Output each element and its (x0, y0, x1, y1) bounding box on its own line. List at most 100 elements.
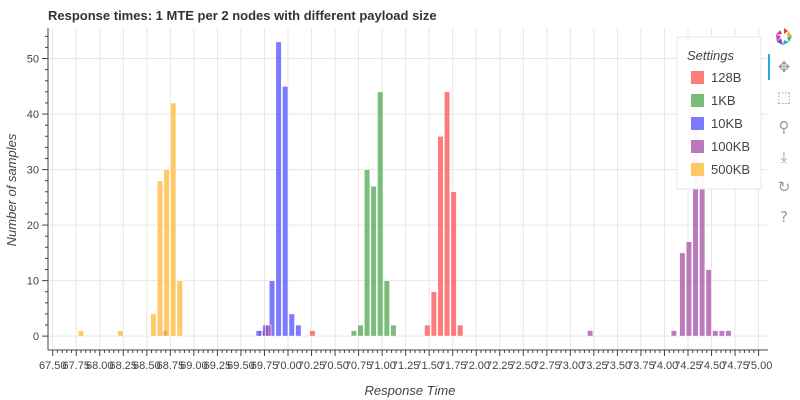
bar-100kb-10 (718, 330, 725, 337)
chart-title: Response times: 1 MTE per 2 nodes with d… (48, 8, 437, 23)
x-tick-label: 67.75 (62, 360, 90, 372)
bar-1kb-0 (350, 330, 357, 337)
bar-500kb-6 (176, 280, 183, 337)
bar-128b-7 (457, 324, 464, 337)
x-tick-label: 68.00 (86, 360, 114, 372)
legend-label-500kb: 500KB (711, 162, 750, 177)
bar-128b-4 (437, 135, 444, 337)
legend-label-1kb: 1KB (711, 93, 736, 108)
bar-100kb-8 (705, 269, 712, 337)
x-tick-label: 75.00 (745, 360, 773, 372)
bar-128b-2 (424, 324, 431, 337)
x-tick-label: 74.50 (698, 360, 726, 372)
bar-128b-5 (443, 91, 451, 337)
bar-100kb-5 (685, 241, 693, 337)
x-tick-label: 74.25 (674, 360, 702, 372)
x-tick-label: 69.00 (180, 360, 208, 372)
bar-10kb-5 (288, 313, 295, 337)
bar-1kb-1 (357, 324, 364, 337)
x-tick-label: 71.25 (392, 360, 420, 372)
histogram-bars (77, 41, 732, 337)
x-tick-label: 71.50 (415, 360, 443, 372)
x-tick-label: 69.50 (227, 360, 255, 372)
bar-500kb-5 (170, 102, 177, 337)
x-tick-label: 73.75 (627, 360, 655, 372)
x-tick-label: 73.50 (604, 360, 632, 372)
bar-128b-6 (450, 191, 457, 337)
x-tick-label: 72.50 (510, 360, 538, 372)
x-tick-label: 70.00 (274, 360, 302, 372)
bar-100kb-7 (699, 169, 706, 337)
x-tick-label: 71.00 (368, 360, 396, 372)
legend-label-128b: 128B (711, 70, 741, 85)
x-tick-label: 70.25 (298, 360, 326, 372)
y-tick-label: 50 (27, 54, 39, 66)
bar-500kb-2 (150, 313, 157, 337)
bar-500kb-3 (156, 180, 164, 337)
save-icon[interactable]: ⤓ (780, 148, 788, 166)
x-tick-label: 73.25 (580, 360, 608, 372)
bar-128b-3 (430, 291, 437, 337)
legend-label-10kb: 10KB (711, 116, 743, 131)
bar-10kb-2 (268, 280, 276, 337)
bokeh-logo-icon[interactable] (771, 24, 797, 50)
bar-128b-1 (309, 330, 316, 337)
bar-10kb-4 (282, 85, 289, 337)
x-tick-label: 69.75 (251, 360, 279, 372)
plot-toolbar: ✥ ⬚ ⚲ ⤓ ↻? (768, 24, 800, 254)
legend-label-100kb: 100KB (711, 139, 750, 154)
y-axis-label: Number of samples (4, 133, 19, 246)
legend-swatch-128b (691, 71, 704, 84)
bar-1kb-6 (390, 324, 397, 337)
pan-icon[interactable]: ✥ (777, 58, 791, 76)
x-tick-label: 69.25 (204, 360, 232, 372)
bar-500kb-4 (163, 169, 170, 337)
x-tick-label: 72.25 (486, 360, 514, 372)
bar-10kb-6 (295, 324, 302, 337)
bar-1kb-5 (383, 280, 390, 337)
bar-10kb-3 (275, 41, 282, 337)
wheel-zoom-icon[interactable]: ⚲ (778, 118, 790, 136)
legend: Settings 128B 1KB 10KB 100KB 500KB (676, 36, 762, 190)
bar-1kb-3 (370, 185, 377, 337)
x-tick-label: 68.75 (157, 360, 185, 372)
y-tick-label: 30 (27, 165, 39, 177)
bar-100kb-2 (587, 330, 594, 337)
y-tick-label: 10 (27, 276, 39, 288)
x-tick-label: 68.25 (110, 360, 138, 372)
axes: 67.5067.7568.0068.2568.5068.7569.0069.25… (27, 28, 773, 372)
bar-1kb-4 (377, 91, 384, 337)
x-tick-label: 73.00 (557, 360, 585, 372)
x-tick-label: 71.75 (439, 360, 467, 372)
box-zoom-icon[interactable]: ⬚ (776, 88, 792, 106)
bar-100kb-9 (712, 330, 719, 337)
legend-title: Settings (687, 48, 734, 63)
x-tick-label: 68.50 (133, 360, 161, 372)
y-tick-label: 40 (27, 109, 39, 121)
legend-swatch-1kb (691, 94, 704, 107)
bar-500kb-0 (77, 330, 85, 337)
bar-1kb-2 (363, 169, 371, 337)
x-axis-label: Response Time (365, 383, 456, 398)
bar-500kb-1 (117, 330, 124, 337)
bar-100kb-4 (679, 252, 686, 337)
x-tick-label: 72.75 (533, 360, 561, 372)
legend-swatch-100kb (691, 140, 704, 153)
active-tool-indicator (768, 54, 770, 80)
x-tick-label: 74.75 (721, 360, 749, 372)
legend-swatch-500kb (691, 163, 704, 176)
x-tick-label: 70.75 (345, 360, 373, 372)
x-tick-label: 72.00 (462, 360, 490, 372)
bar-10kb-0 (255, 330, 262, 337)
help-icon[interactable]: ? (780, 208, 788, 226)
y-tick-label: 20 (27, 220, 39, 232)
x-tick-label: 70.50 (321, 360, 349, 372)
x-tick-label: 74.00 (651, 360, 679, 372)
bar-100kb-11 (725, 330, 732, 337)
reset-icon[interactable]: ↻ (777, 178, 791, 196)
bar-100kb-3 (670, 330, 677, 337)
y-tick-label: 0 (33, 331, 39, 343)
x-tick-label: 67.50 (39, 360, 67, 372)
